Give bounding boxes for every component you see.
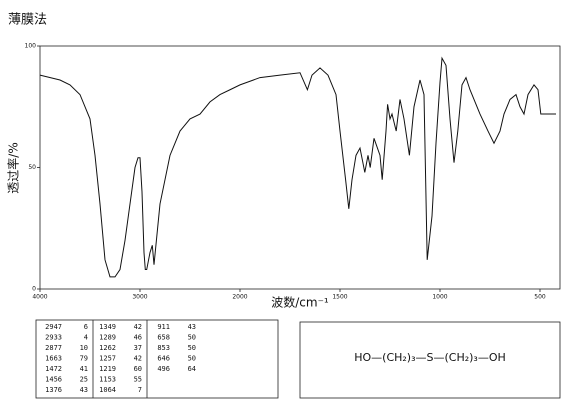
peak-wavenumber: 1219 (99, 365, 116, 373)
peak-wavenumber: 1663 (45, 355, 62, 363)
structure-frame (299, 321, 561, 399)
peak-wavenumber: 2933 (45, 334, 62, 342)
peak-transmittance: 37 (134, 344, 142, 352)
peak-transmittance: 46 (134, 334, 142, 342)
y-tick-label: 50 (28, 164, 36, 171)
peak-wavenumber: 853 (157, 344, 170, 352)
peak-wavenumber: 1153 (99, 376, 116, 384)
peak-transmittance: 43 (80, 386, 88, 394)
peak-transmittance: 50 (188, 334, 196, 342)
peak-transmittance: 25 (80, 376, 88, 384)
peak-wavenumber: 496 (157, 365, 170, 373)
peak-transmittance: 41 (80, 365, 88, 373)
peak-transmittance: 60 (134, 365, 142, 373)
peak-wavenumber: 911 (157, 323, 170, 331)
peak-wavenumber: 1472 (45, 365, 62, 373)
x-tick-label: 1500 (332, 294, 347, 301)
peak-transmittance: 7 (138, 386, 142, 394)
peak-wavenumber: 1289 (99, 334, 116, 342)
peak-transmittance: 10 (80, 344, 88, 352)
peak-transmittance: 64 (188, 365, 196, 373)
x-tick-label: 500 (534, 294, 546, 301)
structure-formula: HO—(CH₂)₃—S—(CH₂)₃—OH (354, 351, 506, 364)
peak-transmittance: 50 (188, 344, 196, 352)
peak-transmittance: 55 (134, 376, 142, 384)
x-tick-label: 1000 (432, 294, 447, 301)
y-tick-label: 100 (25, 43, 37, 50)
peak-transmittance: 79 (80, 355, 88, 363)
peak-wavenumber: 2877 (45, 344, 62, 352)
peak-wavenumber: 1257 (99, 355, 116, 363)
x-axis-label: 波数/cm⁻¹ (271, 295, 329, 310)
peak-wavenumber: 1376 (45, 386, 62, 394)
x-tick-label: 3000 (132, 294, 147, 301)
chart-title: 薄膜法 (8, 13, 47, 28)
peak-wavenumber: 1456 (45, 376, 62, 384)
x-tick-label: 2000 (232, 294, 247, 301)
peak-wavenumber: 646 (157, 355, 170, 363)
peak-wavenumber: 658 (157, 334, 170, 342)
peak-wavenumber: 2947 (45, 323, 62, 331)
peak-transmittance: 42 (134, 323, 142, 331)
peak-transmittance: 43 (188, 323, 196, 331)
spectrum-line (39, 56, 556, 278)
peak-wavenumber: 1262 (99, 344, 116, 352)
plot-frame (39, 45, 561, 290)
x-tick-label: 4000 (32, 294, 47, 301)
peak-transmittance: 42 (134, 355, 142, 363)
peak-wavenumber: 1064 (99, 386, 116, 394)
peak-transmittance: 50 (188, 355, 196, 363)
peak-transmittance: 6 (84, 323, 88, 331)
table-frame (35, 319, 279, 399)
y-tick-label: 0 (32, 286, 36, 293)
y-axis-label: 透过率/% (6, 142, 21, 193)
peak-wavenumber: 1349 (99, 323, 116, 331)
peak-transmittance: 4 (84, 334, 88, 342)
